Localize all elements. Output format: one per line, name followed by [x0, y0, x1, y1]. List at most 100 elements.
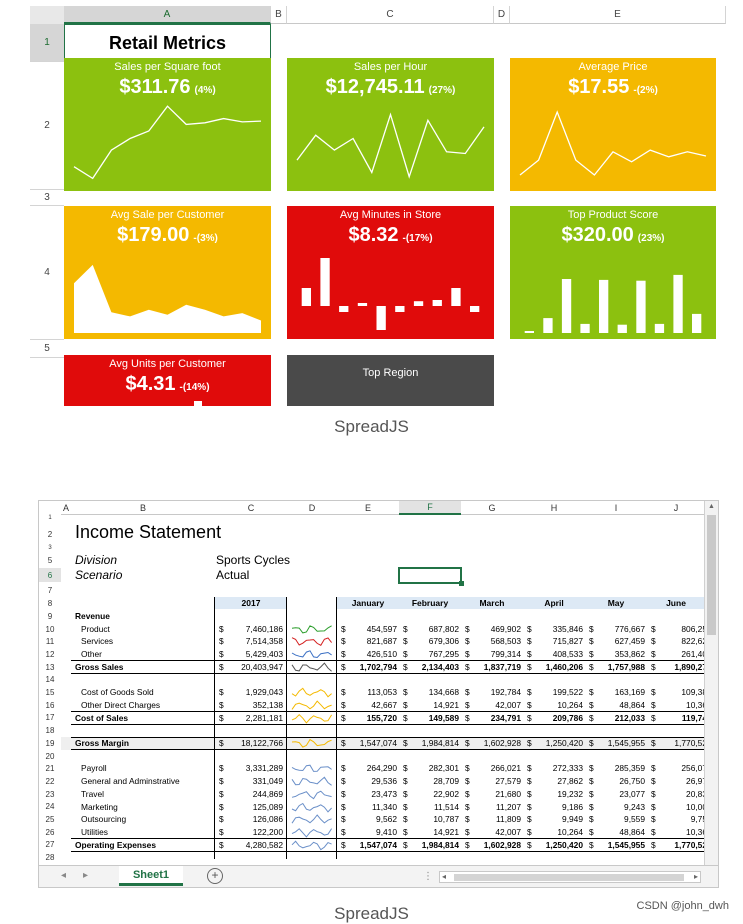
month-value-cell[interactable]: 767,295 — [428, 649, 459, 660]
row-label[interactable]: Marketing — [81, 801, 118, 812]
month-value-cell[interactable]: 9,559 — [624, 814, 645, 825]
month-value-cell[interactable]: 10,264 — [557, 699, 583, 710]
tab-prev-icon[interactable]: ◂ — [61, 870, 67, 881]
row-header[interactable]: 9 — [39, 610, 61, 623]
month-value-cell[interactable]: 26,97 — [686, 776, 707, 787]
month-value-cell[interactable]: 1,757,988 — [607, 661, 645, 672]
row-header[interactable]: 18 — [39, 724, 61, 737]
month-value-cell[interactable]: 42,007 — [495, 826, 521, 837]
month-value-cell[interactable]: 11,514 — [434, 801, 459, 812]
row-header[interactable]: 12 — [39, 648, 61, 661]
month-value-cell[interactable]: 1,545,955 — [607, 738, 645, 748]
card-avg-minutes-in-store[interactable]: Avg Minutes in Store $8.32 -(17%) — [287, 206, 494, 339]
month-value-cell[interactable]: 134,668 — [428, 687, 459, 698]
month-value-cell[interactable]: 21,680 — [495, 788, 521, 799]
month-value-cell[interactable]: 2,134,403 — [421, 661, 459, 672]
month-value-cell[interactable]: 266,021 — [490, 763, 521, 774]
month-value-cell[interactable]: 9,562 — [376, 814, 397, 825]
month-value-cell[interactable]: 109,38 — [681, 687, 707, 698]
row-header-3[interactable]: 3 — [39, 543, 61, 553]
month-value-cell[interactable]: 1,460,206 — [545, 661, 583, 672]
month-value-cell[interactable]: 9,75 — [690, 814, 707, 825]
column-header-h[interactable]: H — [523, 501, 585, 515]
month-value-cell[interactable]: 1,984,814 — [421, 839, 459, 850]
column-header-j[interactable]: J — [647, 501, 705, 515]
month-value-cell[interactable]: 14,921 — [433, 826, 459, 837]
year-total-cell[interactable]: 125,089 — [252, 801, 283, 812]
month-value-cell[interactable]: 26,750 — [619, 776, 645, 787]
column-header-g[interactable]: G — [461, 501, 523, 515]
month-value-cell[interactable]: 1,250,420 — [545, 738, 583, 748]
row-label[interactable]: Payroll — [81, 763, 107, 774]
vertical-scroll-thumb[interactable] — [707, 515, 716, 635]
scroll-left-icon[interactable]: ◂ — [442, 872, 447, 881]
year-total-cell[interactable]: 122,200 — [252, 826, 283, 837]
month-value-cell[interactable]: 20,83 — [686, 788, 707, 799]
row-header[interactable]: 10 — [39, 622, 61, 636]
row-label[interactable]: Services — [81, 636, 114, 647]
month-value-cell[interactable]: 27,579 — [495, 776, 521, 787]
month-value-cell[interactable]: 1,547,074 — [359, 839, 397, 850]
vertical-scrollbar[interactable]: ▲ ▼ — [704, 501, 718, 873]
tab-sheet1[interactable]: Sheet1 — [119, 866, 183, 886]
row-header-1[interactable]: 1 — [30, 24, 64, 62]
row-header[interactable]: 23 — [39, 787, 61, 801]
year-total-cell[interactable]: 3,331,289 — [245, 763, 283, 774]
horizontal-scrollbar[interactable]: ◂ ▸ — [439, 871, 701, 883]
month-value-cell[interactable]: 806,25 — [681, 623, 707, 634]
card-top-region[interactable]: Top Region — [287, 355, 494, 406]
month-value-cell[interactable]: 42,667 — [371, 699, 397, 710]
column-header-d[interactable]: D — [287, 501, 337, 515]
month-value-cell[interactable]: 199,522 — [552, 687, 583, 698]
card-average-price[interactable]: Average Price $17.55 -(2%) — [510, 58, 716, 191]
month-value-cell[interactable]: 469,902 — [490, 623, 521, 634]
row-header[interactable]: 27 — [39, 838, 61, 852]
month-value-cell[interactable]: 1,770,52 — [674, 738, 707, 748]
month-value-cell[interactable]: 29,536 — [371, 776, 397, 787]
month-value-cell[interactable]: 113,053 — [367, 687, 397, 698]
card-avg-units-per-customer[interactable]: Avg Units per Customer $4.31 -(14%) — [64, 355, 271, 406]
month-value-cell[interactable]: 799,314 — [490, 649, 521, 660]
month-value-cell[interactable]: 822,62 — [681, 636, 707, 647]
month-value-cell[interactable]: 568,503 — [490, 636, 521, 647]
column-header-b[interactable]: B — [271, 6, 287, 24]
month-value-cell[interactable]: 10,36 — [686, 826, 707, 837]
month-value-cell[interactable]: 27,862 — [557, 776, 583, 787]
row-header-8[interactable]: 8 — [39, 597, 61, 609]
month-value-cell[interactable]: 19,232 — [557, 788, 583, 799]
row-header-2[interactable]: 2 — [39, 526, 61, 542]
month-value-cell[interactable]: 212,033 — [614, 712, 645, 723]
month-value-cell[interactable]: 209,786 — [552, 712, 583, 723]
row-label[interactable]: Cost of Goods Sold — [81, 687, 154, 698]
month-value-cell[interactable]: 163,169 — [614, 687, 645, 698]
column-header-d[interactable]: D — [494, 6, 510, 24]
month-value-cell[interactable]: 28,709 — [433, 776, 459, 787]
month-value-cell[interactable]: 234,791 — [490, 712, 521, 723]
column-header-b[interactable]: B — [71, 501, 215, 515]
month-value-cell[interactable]: 23,473 — [371, 788, 397, 799]
row-header-3[interactable]: 3 — [30, 190, 64, 206]
month-value-cell[interactable]: 715,827 — [552, 636, 583, 647]
scenario-value[interactable]: Actual — [216, 568, 250, 582]
month-value-cell[interactable]: 687,802 — [428, 623, 459, 634]
month-value-cell[interactable]: 285,359 — [614, 763, 645, 774]
row-header-1[interactable]: 1 — [39, 515, 61, 521]
month-value-cell[interactable]: 1,984,814 — [421, 738, 459, 748]
column-header-i[interactable]: I — [585, 501, 647, 515]
month-value-cell[interactable]: 1,250,420 — [545, 839, 583, 850]
row-label[interactable]: Outsourcing — [81, 814, 127, 825]
row-label[interactable]: Other — [81, 649, 102, 660]
row-header[interactable]: 22 — [39, 775, 61, 788]
month-value-cell[interactable]: 11,809 — [496, 814, 521, 825]
select-all-corner[interactable] — [30, 6, 64, 24]
month-value-cell[interactable]: 335,846 — [552, 623, 583, 634]
row-header[interactable]: 26 — [39, 825, 61, 839]
month-value-cell[interactable]: 1,890,27 — [674, 661, 707, 672]
income-statement-sheet[interactable]: A B C D E F G H I J 1 2 3 5 6 7 8 Income… — [38, 500, 719, 888]
dashboard-sheet[interactable]: A B C D E 1 2 3 4 5 Retail Metrics Sales… — [30, 4, 726, 406]
month-value-cell[interactable]: 1,602,928 — [483, 738, 521, 748]
month-value-cell[interactable]: 192,784 — [490, 687, 521, 698]
row-header[interactable]: 28 — [39, 851, 61, 864]
row-label[interactable]: Utilities — [81, 826, 108, 837]
row-label[interactable]: Revenue — [75, 611, 110, 621]
